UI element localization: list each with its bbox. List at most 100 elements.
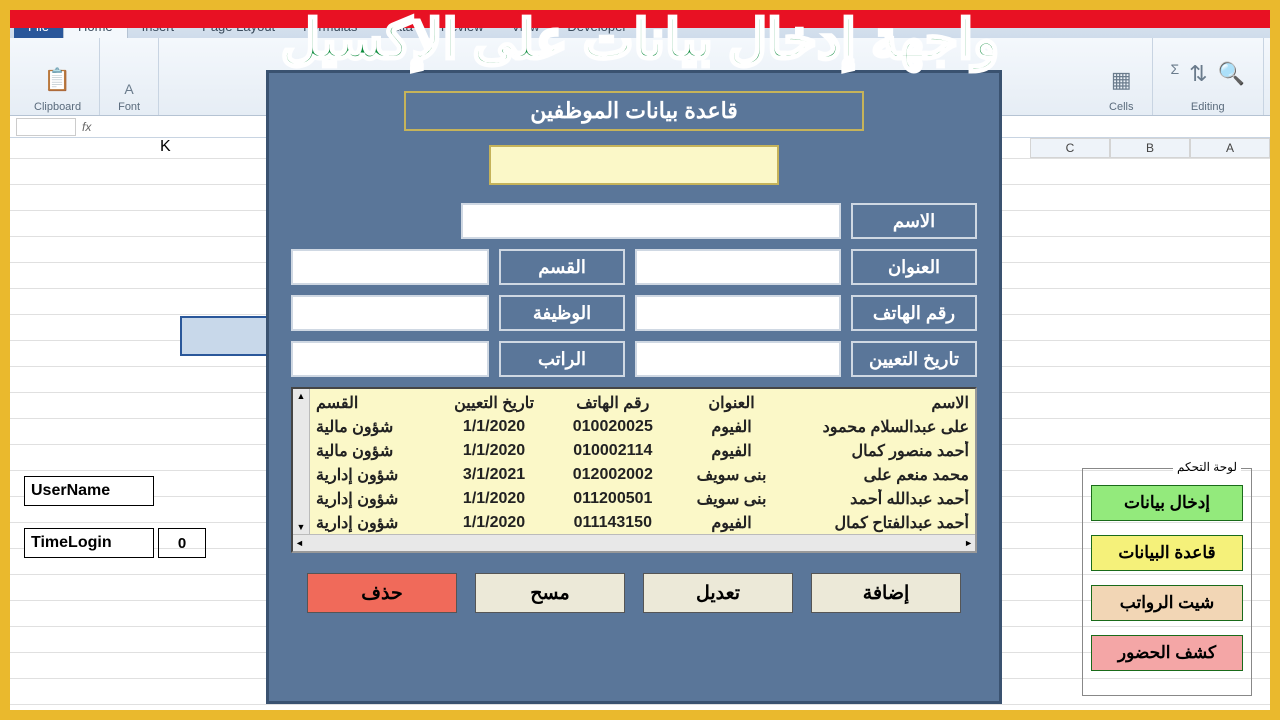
cell-phone: 010020025 — [553, 418, 672, 436]
dialog-title: قاعدة بيانات الموظفين — [404, 91, 864, 131]
dialog-buttons: إضافة تعديل مسح حذف — [269, 553, 999, 613]
control-panel: لوحة التحكم إدخال بيانات قاعدة البيانات … — [1082, 468, 1252, 696]
label-job: الوظيفة — [499, 295, 625, 331]
cell-hiredate: 1/1/2020 — [435, 418, 554, 436]
listbox-vscroll[interactable]: ▲ ▼ — [293, 389, 310, 534]
cell-phone: 012002002 — [553, 466, 672, 484]
listbox-row[interactable]: أحمد منصور كمالالفيوم0100021141/1/2020شؤ… — [316, 439, 969, 463]
group-label-editing: Editing — [1191, 101, 1225, 113]
form-grid: الاسم العنوان القسم رقم الهاتف الوظيفة ت… — [269, 203, 999, 377]
col-header-b[interactable]: B — [1110, 138, 1190, 158]
label-salary: الراتب — [499, 341, 625, 377]
paste-icon[interactable]: 📋 — [44, 67, 71, 93]
ribbon-group-clipboard: 📋 Clipboard — [16, 38, 100, 115]
listbox-table: الاسم العنوان رقم الهاتف تاريخ التعيين ا… — [310, 389, 975, 534]
btn-add[interactable]: إضافة — [811, 573, 961, 613]
employee-listbox[interactable]: ▲ ▼ ◄ ► الاسم العنوان رقم الهاتف تاريخ ا… — [291, 387, 977, 553]
hdr-dept: القسم — [316, 393, 435, 413]
cell-dept: شؤون مالية — [316, 441, 435, 461]
cell-name: على عبدالسلام محمود — [791, 417, 969, 437]
cell-dept: شؤون إدارية — [316, 465, 435, 485]
cell-address: بنى سويف — [672, 465, 791, 485]
login-info-block: UserName TimeLogin 0 — [24, 476, 154, 580]
label-name: الاسم — [851, 203, 977, 239]
cell-hiredate: 1/1/2020 — [435, 514, 554, 532]
group-label-font: Font — [118, 101, 140, 113]
product-activation-banner — [10, 10, 1270, 28]
col-header-a[interactable]: A — [1190, 138, 1270, 158]
input-address[interactable] — [635, 249, 841, 285]
listbox-hscroll[interactable]: ◄ ► — [293, 534, 975, 551]
cell-phone: 011200501 — [553, 490, 672, 508]
input-dept[interactable] — [291, 249, 489, 285]
label-hiredate: تاريخ التعيين — [851, 341, 977, 377]
btn-delete[interactable]: حذف — [307, 573, 457, 613]
hdr-hiredate: تاريخ التعيين — [435, 393, 554, 413]
ribbon-group-editing: Σ ⇅ 🔍 Editing — [1153, 38, 1265, 115]
input-hiredate[interactable] — [635, 341, 841, 377]
column-headers: A B C — [1030, 138, 1270, 158]
scroll-left-icon[interactable]: ◄ — [295, 538, 304, 548]
scroll-right-icon[interactable]: ► — [964, 538, 973, 548]
col-header-k[interactable]: K — [160, 138, 171, 156]
sort-filter-icon[interactable]: ⇅ — [1189, 61, 1207, 87]
hdr-phone: رقم الهاتف — [553, 393, 672, 413]
hdr-address: العنوان — [672, 393, 791, 413]
cell-name: أحمد منصور كمال — [791, 441, 969, 461]
group-label-cells: Cells — [1109, 101, 1133, 113]
cell-name: أحمد عبدالفتاح كمال — [791, 513, 969, 533]
group-label-clipboard: Clipboard — [34, 101, 81, 113]
cell-name: محمد منعم على — [791, 465, 969, 485]
timelogin-value: 0 — [158, 528, 206, 558]
cell-phone: 010002114 — [553, 442, 672, 460]
search-highlight-field[interactable] — [489, 145, 779, 185]
label-address: العنوان — [851, 249, 977, 285]
cell-phone: 011143150 — [553, 514, 672, 532]
format-icon[interactable]: ▦ — [1111, 67, 1132, 93]
btn-data-entry[interactable]: إدخال بيانات — [1091, 485, 1243, 521]
col-header-c[interactable]: C — [1030, 138, 1110, 158]
btn-salary-sheet[interactable]: شيت الرواتب — [1091, 585, 1243, 621]
btn-database[interactable]: قاعدة البيانات — [1091, 535, 1243, 571]
cell-address: بنى سويف — [672, 489, 791, 509]
font-icon[interactable]: A — [124, 81, 133, 97]
cell-address: الفيوم — [672, 513, 791, 533]
input-job[interactable] — [291, 295, 489, 331]
listbox-row[interactable]: أحمد عبدالفتاح كمالالفيوم0111431501/1/20… — [316, 511, 969, 535]
input-salary[interactable] — [291, 341, 489, 377]
timelogin-label: TimeLogin — [24, 528, 154, 558]
cell-name: أحمد عبدالله أحمد — [791, 489, 969, 509]
cell-hiredate: 3/1/2021 — [435, 466, 554, 484]
cell-hiredate: 1/1/2020 — [435, 490, 554, 508]
listbox-row[interactable]: أحمد عبدالله أحمدبنى سويف0112005011/1/20… — [316, 487, 969, 511]
label-phone: رقم الهاتف — [851, 295, 977, 331]
listbox-row[interactable]: محمد منعم علىبنى سويف0120020023/1/2021شؤ… — [316, 463, 969, 487]
control-panel-legend: لوحة التحكم — [1173, 460, 1241, 474]
hdr-name: الاسم — [791, 393, 969, 413]
scroll-down-icon[interactable]: ▼ — [297, 522, 306, 532]
autosum-icon[interactable]: Σ — [1171, 61, 1180, 91]
find-select-icon[interactable]: 🔍 — [1218, 61, 1245, 87]
name-box[interactable] — [16, 118, 76, 136]
listbox-header-row: الاسم العنوان رقم الهاتف تاريخ التعيين ا… — [316, 391, 969, 415]
input-phone[interactable] — [635, 295, 841, 331]
btn-edit[interactable]: تعديل — [643, 573, 793, 613]
btn-attendance[interactable]: كشف الحضور — [1091, 635, 1243, 671]
cell-address: الفيوم — [672, 441, 791, 461]
cell-dept: شؤون إدارية — [316, 489, 435, 509]
listbox-row[interactable]: على عبدالسلام محمودالفيوم0100200251/1/20… — [316, 415, 969, 439]
scroll-up-icon[interactable]: ▲ — [297, 391, 306, 401]
input-name[interactable] — [461, 203, 841, 239]
selected-cell-block[interactable] — [180, 316, 272, 356]
label-dept: القسم — [499, 249, 625, 285]
cell-address: الفيوم — [672, 417, 791, 437]
fx-label: fx — [82, 120, 91, 134]
ribbon-group-cells: ▦ Cells — [1091, 38, 1152, 115]
cell-hiredate: 1/1/2020 — [435, 442, 554, 460]
btn-clear[interactable]: مسح — [475, 573, 625, 613]
username-label: UserName — [24, 476, 154, 506]
cell-dept: شؤون إدارية — [316, 513, 435, 533]
app-frame: File Home Insert Page Layout Formulas Da… — [10, 10, 1270, 710]
ribbon-group-font: A Font — [100, 38, 159, 115]
cell-dept: شؤون مالية — [316, 417, 435, 437]
